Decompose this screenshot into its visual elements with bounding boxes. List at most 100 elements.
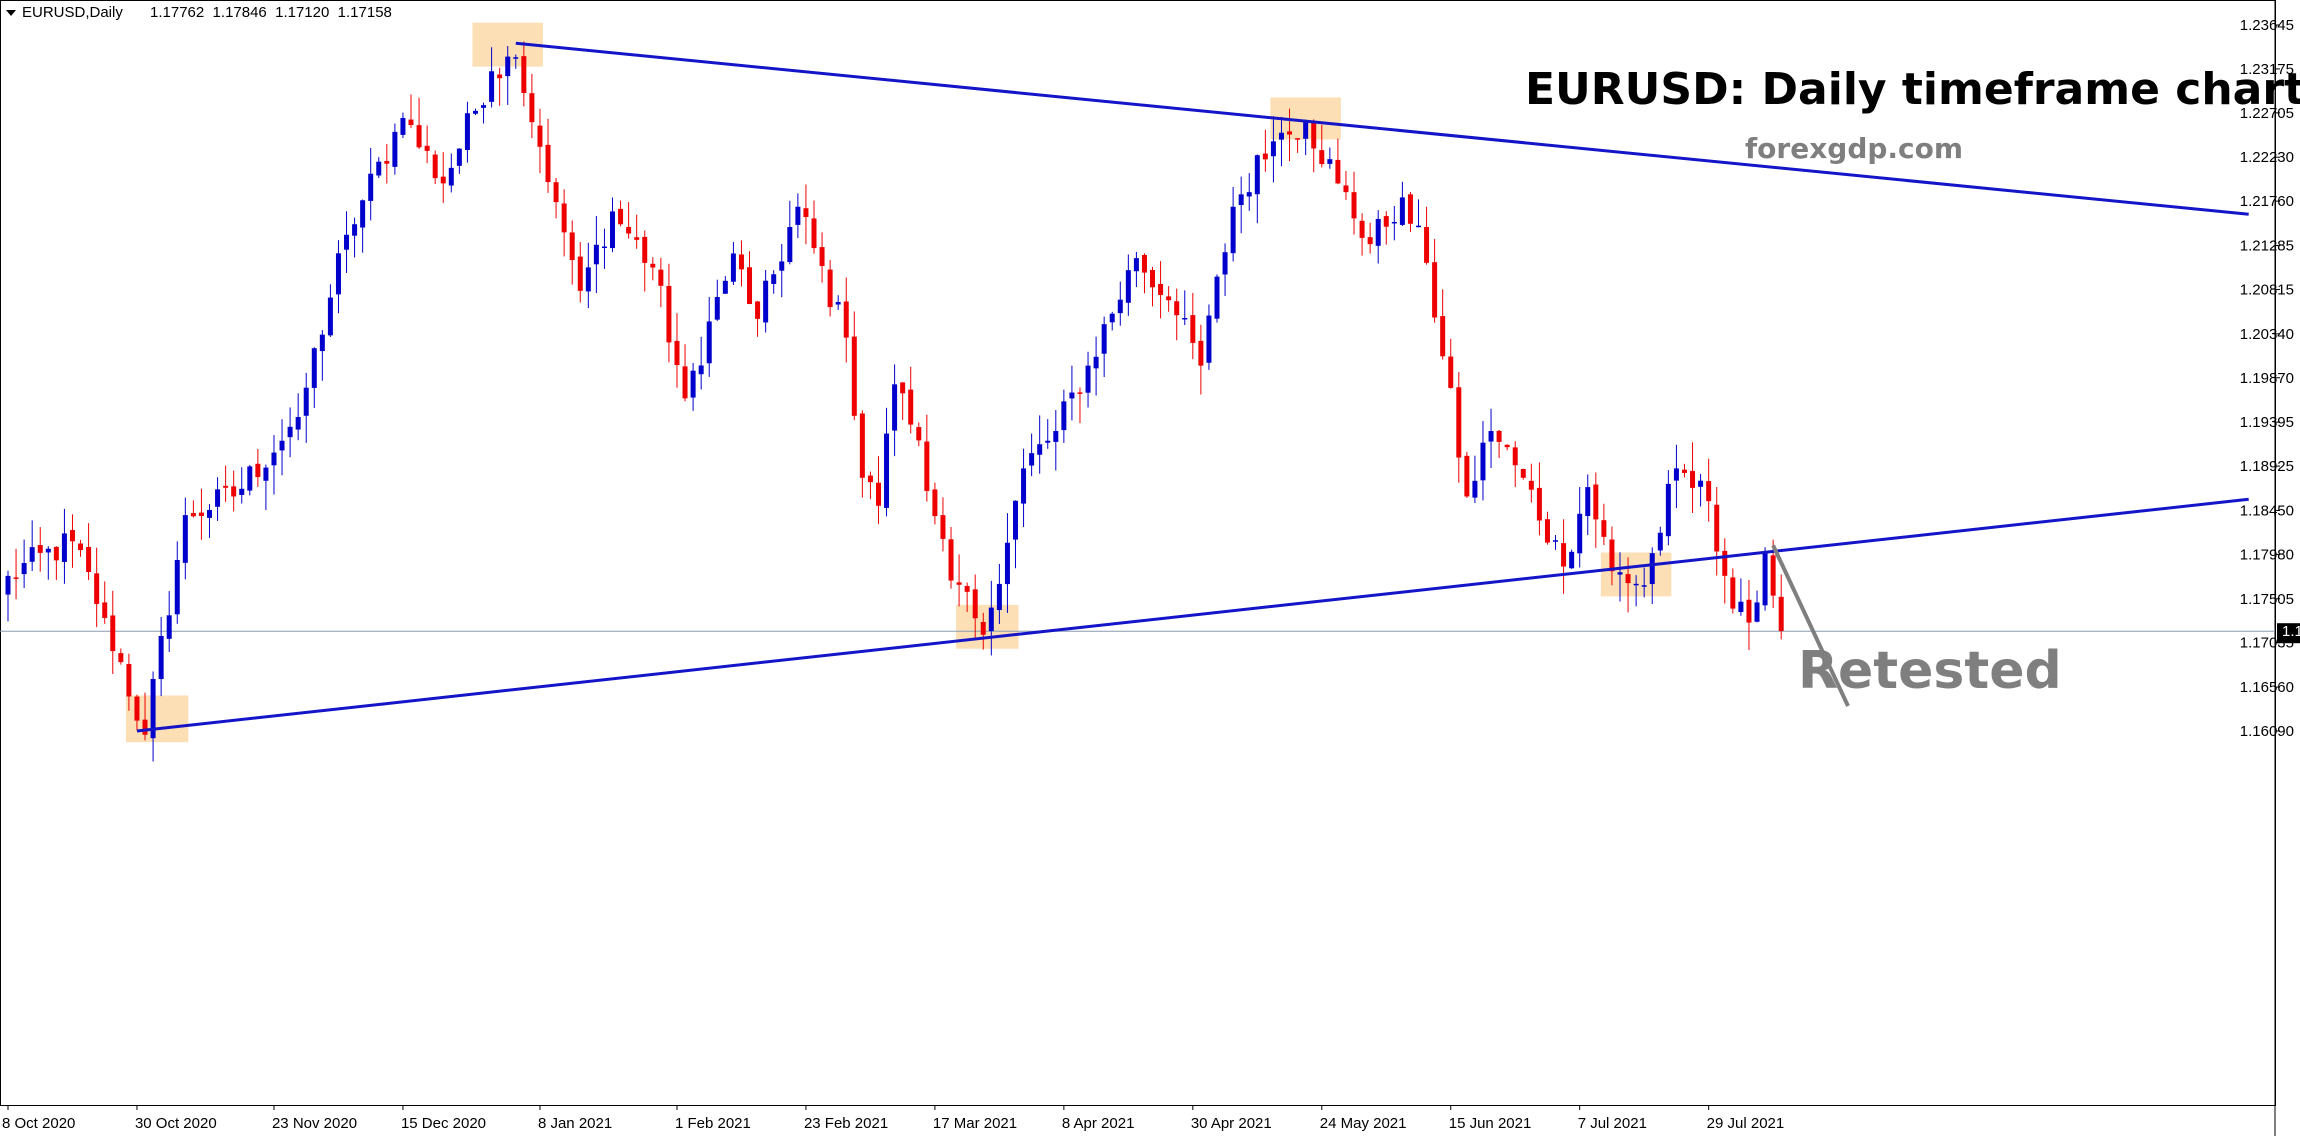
candle xyxy=(1577,487,1583,568)
candle xyxy=(1754,590,1760,623)
candle-body xyxy=(1407,194,1413,224)
candle-body xyxy=(618,208,624,225)
candle-body xyxy=(368,173,374,201)
candle-body xyxy=(867,475,873,483)
candle-body xyxy=(1440,316,1446,357)
candle xyxy=(1295,138,1301,153)
candle-body xyxy=(432,154,438,179)
candle xyxy=(730,241,736,286)
candle-body xyxy=(1738,601,1744,613)
candle xyxy=(126,653,132,711)
candle xyxy=(1206,304,1212,370)
candle-body xyxy=(601,246,607,249)
candle xyxy=(835,295,841,310)
plot-frame xyxy=(0,0,2276,1106)
y-tick-label: 1.19395 xyxy=(2240,414,2294,431)
candle xyxy=(1504,444,1510,451)
candle-body xyxy=(948,539,954,581)
candle xyxy=(1287,108,1293,162)
candle-body xyxy=(327,297,333,336)
candle xyxy=(908,366,914,434)
trendline[interactable] xyxy=(136,497,2249,733)
candle-body xyxy=(1391,221,1397,224)
candle-body xyxy=(110,615,116,652)
x-tick-label: 30 Oct 2020 xyxy=(135,1115,217,1132)
candle xyxy=(1343,171,1349,200)
candle-body xyxy=(1544,519,1550,543)
candle xyxy=(287,407,293,458)
candle xyxy=(182,497,188,580)
candle xyxy=(1254,154,1260,224)
candle xyxy=(924,414,930,502)
candle xyxy=(948,527,954,589)
x-tick-label: 8 Oct 2020 xyxy=(2,1115,75,1132)
candle xyxy=(1021,448,1027,528)
candle-body xyxy=(1424,227,1430,263)
candle xyxy=(714,279,720,321)
candle xyxy=(561,189,567,257)
candle-body xyxy=(295,417,301,430)
candle xyxy=(215,477,221,521)
candle-body xyxy=(932,489,938,517)
candle-body xyxy=(1472,480,1478,498)
candle-body xyxy=(190,513,196,517)
candle xyxy=(1633,575,1639,607)
candle xyxy=(859,410,865,498)
candle-body xyxy=(1448,356,1454,388)
candle xyxy=(593,216,599,294)
candle xyxy=(1222,243,1228,297)
candle-body xyxy=(819,247,825,267)
candle-body xyxy=(1125,270,1131,303)
candle xyxy=(1270,116,1276,183)
candle-body xyxy=(1101,324,1107,354)
candle xyxy=(698,336,704,390)
candle-body xyxy=(1174,301,1180,316)
candle xyxy=(1101,316,1107,378)
candle xyxy=(376,157,382,179)
candle xyxy=(424,125,430,164)
candle-body xyxy=(319,334,325,352)
candle xyxy=(747,251,753,305)
y-tick-label: 1.16560 xyxy=(2240,679,2294,696)
candle-body xyxy=(456,148,462,166)
x-tick-label: 1 Feb 2021 xyxy=(675,1115,751,1132)
candle-body xyxy=(1053,431,1059,442)
candle-body xyxy=(1464,455,1470,497)
candle-body xyxy=(1633,583,1639,586)
candle-body xyxy=(1569,551,1575,569)
candle-body xyxy=(1278,132,1284,140)
candle xyxy=(481,102,487,124)
candle-body xyxy=(271,452,277,466)
candle xyxy=(231,470,237,512)
candle xyxy=(722,276,728,294)
candle-body xyxy=(1303,120,1309,139)
candle-body xyxy=(1375,218,1381,246)
candle-body xyxy=(1698,480,1704,487)
candle xyxy=(392,123,398,175)
trendline[interactable] xyxy=(515,41,2249,216)
candle xyxy=(763,269,769,333)
triangle-down-icon[interactable] xyxy=(6,10,16,16)
candle-body xyxy=(1553,540,1559,542)
candle xyxy=(1641,567,1647,598)
candle-body xyxy=(207,509,212,518)
candle xyxy=(610,197,615,253)
candle xyxy=(190,500,196,518)
candle-body xyxy=(722,280,728,294)
candle xyxy=(1375,210,1381,264)
candle xyxy=(650,257,656,281)
candle xyxy=(432,150,438,185)
candle-body xyxy=(1037,444,1043,455)
price-axis: 1.23645 1.23175 1.22705 1.22230 1.21760 1.212… xyxy=(2240,17,2294,740)
candle-body xyxy=(489,71,495,102)
candle xyxy=(988,580,994,656)
candle-body xyxy=(134,696,140,721)
candle xyxy=(1246,173,1252,211)
candle-body xyxy=(650,263,656,268)
candle xyxy=(1706,458,1712,522)
candle xyxy=(787,200,793,265)
candle xyxy=(1544,511,1550,545)
candle-body xyxy=(1343,185,1349,193)
